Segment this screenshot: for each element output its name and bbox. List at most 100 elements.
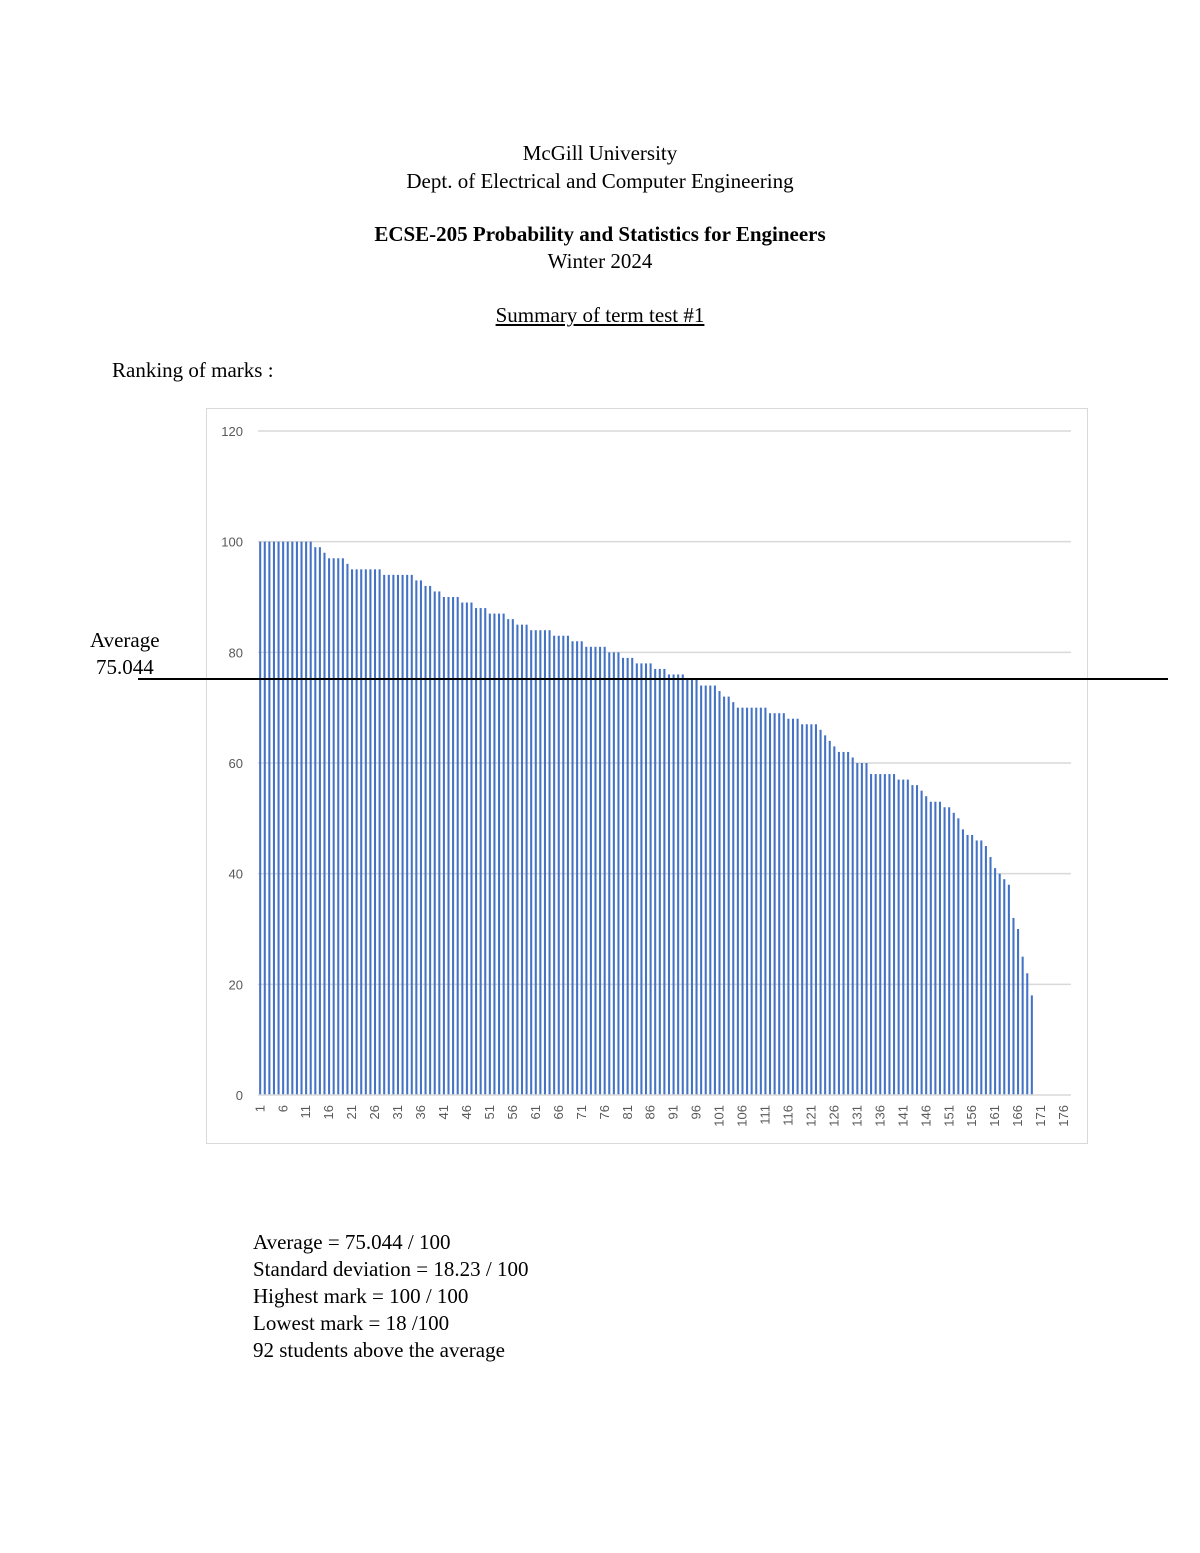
bar <box>493 613 496 1095</box>
bar <box>718 691 721 1095</box>
bar <box>557 635 560 1095</box>
bar <box>805 724 808 1095</box>
bar <box>796 718 799 1095</box>
x-tick-label: 21 <box>344 1105 359 1119</box>
bar <box>589 646 592 1095</box>
summary-highest: Highest mark = 100 / 100 <box>253 1284 469 1308</box>
bar <box>952 812 955 1095</box>
bar <box>911 785 914 1095</box>
bar <box>291 541 294 1095</box>
bar <box>920 790 923 1095</box>
bar <box>424 585 427 1095</box>
x-tick-label: 6 <box>275 1105 290 1112</box>
bar <box>654 668 657 1095</box>
bar <box>502 613 505 1095</box>
x-tick-label: 111 <box>758 1105 773 1125</box>
bar <box>860 763 863 1095</box>
bar <box>259 541 262 1095</box>
bar <box>998 873 1001 1095</box>
bar <box>906 779 909 1095</box>
bar <box>383 574 386 1095</box>
x-tick-label: 141 <box>895 1105 910 1127</box>
bar <box>599 646 602 1095</box>
bar <box>961 829 964 1095</box>
x-tick-label: 96 <box>689 1105 704 1119</box>
bar <box>1003 879 1006 1095</box>
bar <box>649 663 652 1095</box>
bar <box>419 580 422 1095</box>
x-tick-label: 66 <box>551 1105 566 1119</box>
x-tick-label: 71 <box>574 1105 589 1119</box>
bar <box>497 613 501 1095</box>
bar <box>309 541 312 1095</box>
bar <box>268 541 271 1095</box>
bar <box>842 751 845 1095</box>
y-tick-label: 20 <box>229 977 243 992</box>
bar <box>695 680 698 1095</box>
bar <box>295 541 298 1095</box>
bar <box>713 685 716 1095</box>
bar <box>1026 973 1029 1095</box>
bar <box>741 707 744 1095</box>
x-tick-label: 11 <box>298 1105 313 1119</box>
x-tick-label: 56 <box>505 1105 520 1119</box>
x-tick-label: 161 <box>987 1105 1002 1127</box>
bar <box>888 774 891 1095</box>
summary-lowest: Lowest mark = 18 /100 <box>253 1311 450 1335</box>
bar <box>465 602 468 1095</box>
bar <box>410 574 413 1095</box>
bar <box>764 707 767 1095</box>
y-tick-label: 80 <box>229 645 243 660</box>
x-tick-label: 176 <box>1056 1105 1071 1127</box>
bar <box>406 574 409 1095</box>
x-tick-label: 106 <box>735 1105 750 1127</box>
bar <box>966 834 969 1095</box>
bar <box>341 558 344 1095</box>
bar <box>824 735 827 1095</box>
bar <box>415 580 418 1095</box>
bar <box>562 635 565 1095</box>
bar <box>837 751 840 1095</box>
bar <box>396 574 400 1095</box>
bar <box>879 774 882 1095</box>
bar <box>700 685 703 1095</box>
course-title: ECSE-205 Probability and Statistics for … <box>374 222 826 246</box>
x-tick-label: 61 <box>528 1105 543 1119</box>
bar <box>631 657 634 1095</box>
bar <box>828 740 831 1095</box>
bar <box>373 569 377 1095</box>
bar <box>672 674 675 1095</box>
bar <box>938 801 942 1095</box>
bar <box>594 646 597 1095</box>
bar <box>585 646 588 1095</box>
bar <box>277 541 280 1095</box>
x-tick-label: 166 <box>1010 1105 1025 1127</box>
bar <box>640 663 643 1095</box>
bar <box>351 569 354 1095</box>
average-annotation-label: Average <box>90 628 160 652</box>
bar <box>902 779 905 1095</box>
bar <box>626 657 629 1095</box>
bar <box>750 707 753 1095</box>
bar <box>576 641 579 1095</box>
bar <box>475 608 478 1095</box>
bar <box>548 630 551 1095</box>
bar <box>989 857 992 1095</box>
x-tick-label: 46 <box>459 1105 474 1119</box>
bar <box>870 774 873 1095</box>
university-name: McGill University <box>522 141 678 165</box>
y-tick-label: 120 <box>221 424 243 439</box>
bar <box>787 718 790 1095</box>
bar <box>801 724 804 1095</box>
bar <box>392 574 395 1095</box>
x-tick-label: 151 <box>941 1105 956 1127</box>
bar <box>286 541 289 1095</box>
bar <box>603 646 606 1095</box>
bar <box>865 763 868 1095</box>
bar <box>452 597 455 1095</box>
x-tick-label: 156 <box>964 1105 979 1127</box>
bar <box>778 713 781 1095</box>
bar <box>622 657 625 1095</box>
bar <box>727 696 730 1095</box>
